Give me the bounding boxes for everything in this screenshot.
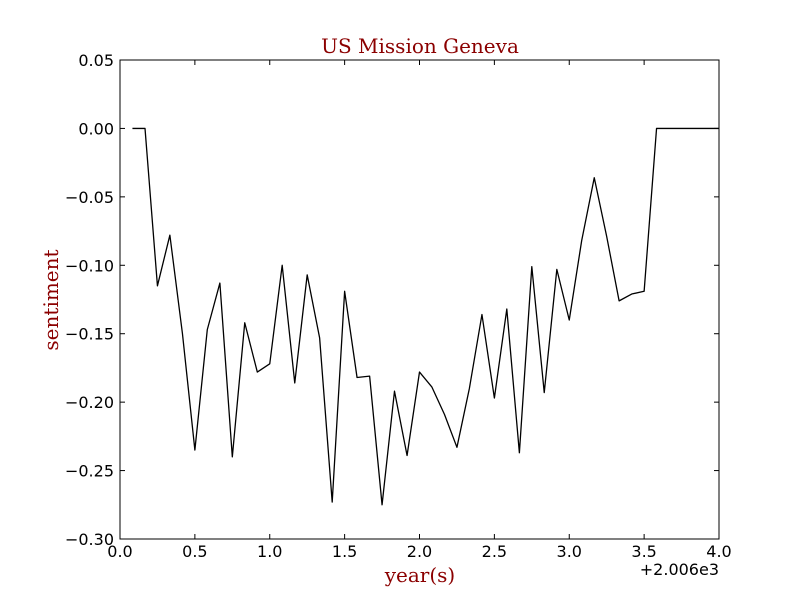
x-tick-label: 0.0 [107, 542, 132, 561]
series-line [132, 127, 719, 506]
y-tick-label: −0.30 [65, 530, 114, 549]
x-tick-label: 3.5 [631, 542, 656, 561]
x-tick-label: 1.0 [257, 542, 282, 561]
x-axis-label: year(s) [384, 563, 456, 587]
x-axis-ticks: 0.0 0.5 1.0 1.5 2.0 2.5 3.0 3.5 4.0 [107, 60, 732, 561]
x-tick-label: 2.5 [482, 542, 507, 561]
y-tick-label: −0.15 [65, 325, 114, 344]
y-tick-label: 0.05 [78, 51, 114, 70]
y-tick-label: −0.20 [65, 393, 114, 412]
x-tick-label: 3.0 [557, 542, 582, 561]
y-axis-ticks: 0.05 0.00 −0.05 −0.10 −0.15 −0.20 −0.25 −0.30 [65, 51, 719, 549]
plot-frame [119, 59, 720, 540]
x-tick-label: 4.0 [706, 542, 731, 561]
plot-area [119, 59, 720, 540]
x-tick-label: 2.0 [407, 542, 432, 561]
y-tick-label: 0.00 [78, 119, 114, 138]
y-tick-label: −0.05 [65, 188, 114, 207]
x-tick-label: 0.5 [182, 542, 207, 561]
chart-title: US Mission Geneva [321, 34, 519, 58]
y-tick-label: −0.10 [65, 256, 114, 275]
y-tick-label: −0.25 [65, 462, 114, 481]
x-tick-label: 1.5 [332, 542, 357, 561]
y-axis-label: sentiment [39, 249, 63, 350]
x-axis-offset-text: +2.006e3 [640, 560, 719, 579]
